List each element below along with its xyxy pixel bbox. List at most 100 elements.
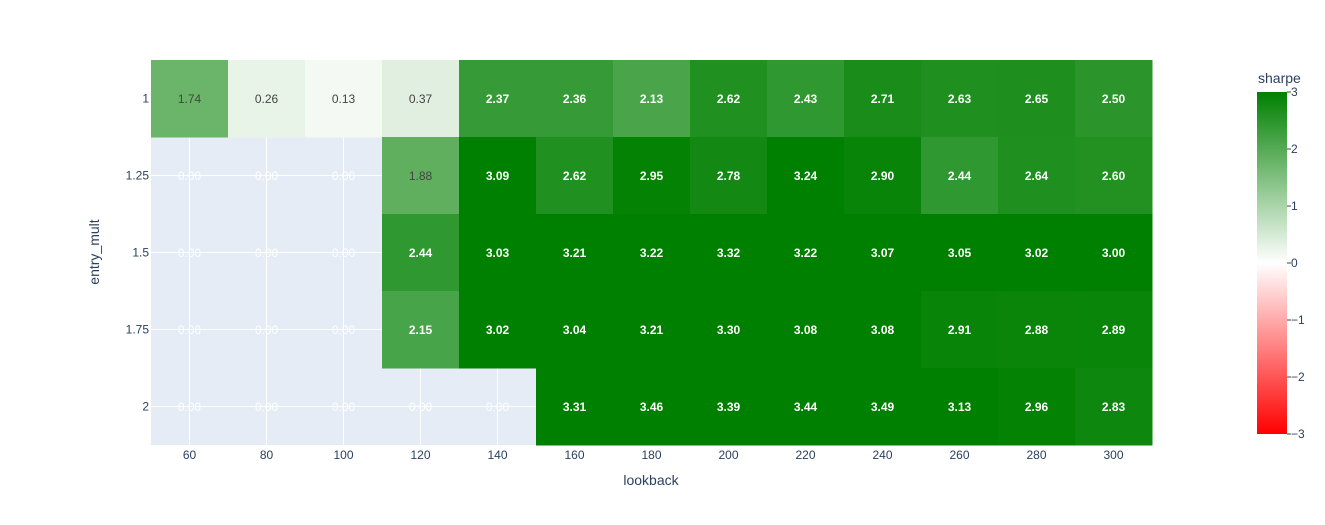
heatmap-cell — [767, 368, 845, 446]
heatmap-cell — [536, 291, 614, 369]
heatmap-cell — [613, 60, 691, 138]
heatmap-cell — [998, 214, 1076, 292]
cell-value-label: 2.63 — [948, 92, 972, 106]
heatmap-cell — [536, 214, 614, 292]
cell-value-label: 3.24 — [794, 169, 818, 183]
heatmap-cell — [690, 60, 768, 138]
cell-value-label: 0.00 — [332, 169, 356, 183]
cell-value-label: 0.00 — [178, 323, 202, 337]
cell-value-label: 2.89 — [1102, 323, 1126, 337]
colorbar-tick-label: −1 — [1291, 313, 1305, 327]
heatmap-cell — [228, 60, 306, 138]
cell-value-label: 0.00 — [255, 246, 279, 260]
heatmap-cell — [536, 60, 614, 138]
cell-value-label: 3.21 — [563, 246, 587, 260]
cell-value-label: 2.83 — [1102, 400, 1126, 414]
cell-value-label: 2.95 — [640, 169, 664, 183]
heatmap-cell — [459, 137, 537, 215]
heatmap-cell — [998, 291, 1076, 369]
x-tick-label: 300 — [1103, 448, 1123, 462]
cell-value-label: 3.08 — [871, 323, 895, 337]
y-tick-label: 1 — [142, 92, 149, 106]
heatmap-cell — [613, 291, 691, 369]
cell-value-label: 2.50 — [1102, 92, 1126, 106]
heatmap-cell — [536, 368, 614, 446]
cell-value-label: 2.60 — [1102, 169, 1126, 183]
cell-value-label: 3.46 — [640, 400, 664, 414]
y-tick-label: 1.25 — [126, 169, 150, 183]
cell-value-label: 3.49 — [871, 400, 895, 414]
cell-value-label: 2.65 — [1025, 92, 1049, 106]
cell-value-label: 3.39 — [717, 400, 741, 414]
cell-value-label: 3.30 — [717, 323, 741, 337]
x-tick-label: 260 — [949, 448, 969, 462]
heatmap-cell — [921, 137, 999, 215]
heatmap-cells — [151, 60, 1153, 446]
heatmap-cell — [767, 137, 845, 215]
heatmap-cell — [1075, 368, 1153, 446]
cell-value-label: 0.26 — [255, 92, 279, 106]
heatmap-cell — [921, 368, 999, 446]
heatmap-cell — [998, 368, 1076, 446]
heatmap-cell — [767, 291, 845, 369]
heatmap-cell — [844, 137, 922, 215]
cell-value-label: 3.21 — [640, 323, 664, 337]
heatmap-cell-labels: 1.74 0.26 0.13 0.37 2.37 2.36 2.13 2.62 2.43 2.71… — [178, 92, 1126, 414]
cell-value-label: 3.02 — [1025, 246, 1049, 260]
cell-value-label: 3.22 — [794, 246, 818, 260]
heatmap-cell — [459, 291, 537, 369]
x-tick-label: 180 — [641, 448, 661, 462]
x-tick-label: 140 — [487, 448, 507, 462]
cell-value-label: 3.07 — [871, 246, 895, 260]
cell-value-label: 2.44 — [409, 246, 433, 260]
cell-value-label: 0.00 — [409, 400, 433, 414]
x-tick-label: 100 — [333, 448, 353, 462]
heatmap-cell — [921, 60, 999, 138]
heatmap-cell — [767, 60, 845, 138]
cell-value-label: 0.00 — [332, 400, 356, 414]
cell-value-label: 0.00 — [255, 169, 279, 183]
heatmap-cell — [690, 214, 768, 292]
heatmap-cell — [844, 60, 922, 138]
colorbar: sharpe 3 2 1 0 −1 −2 −3 — [1257, 70, 1305, 441]
y-tick-label: 1.5 — [132, 246, 149, 260]
cell-value-label: 3.02 — [486, 323, 510, 337]
cell-value-label: 2.91 — [948, 323, 972, 337]
cell-value-label: 2.64 — [1025, 169, 1049, 183]
heatmap-cell — [998, 137, 1076, 215]
cell-value-label: 0.13 — [332, 92, 356, 106]
cell-value-label: 3.03 — [486, 246, 510, 260]
cell-value-label: 3.00 — [1102, 246, 1126, 260]
colorbar-tick-label: 3 — [1291, 85, 1298, 99]
x-tick-label: 200 — [718, 448, 738, 462]
x-tick-label: 120 — [410, 448, 430, 462]
cell-value-label: 3.09 — [486, 169, 510, 183]
heatmap-cell — [690, 368, 768, 446]
y-axis-ticks: 1 1.25 1.5 1.75 2 — [126, 92, 150, 414]
cell-value-label: 2.13 — [640, 92, 664, 106]
cell-value-label: 2.96 — [1025, 400, 1049, 414]
cell-value-label: 3.13 — [948, 400, 972, 414]
cell-value-label: 0.00 — [178, 169, 202, 183]
cell-value-label: 3.08 — [794, 323, 818, 337]
cell-value-label: 0.00 — [178, 400, 202, 414]
y-tick-label: 2 — [142, 400, 149, 414]
cell-value-label: 2.43 — [794, 92, 818, 106]
cell-value-label: 2.37 — [486, 92, 510, 106]
x-tick-label: 60 — [183, 448, 197, 462]
colorbar-tick-label: −3 — [1291, 427, 1305, 441]
cell-value-label: 3.32 — [717, 246, 741, 260]
heatmap-cell — [1075, 291, 1153, 369]
colorbar-tick-label: −2 — [1291, 370, 1305, 384]
heatmap-cell — [921, 291, 999, 369]
x-tick-label: 240 — [872, 448, 892, 462]
colorbar-tick-label: 2 — [1291, 142, 1298, 156]
cell-value-label: 0.00 — [255, 400, 279, 414]
heatmap-cell — [382, 60, 460, 138]
heatmap-cell — [305, 60, 383, 138]
heatmap-cell — [844, 368, 922, 446]
cell-value-label: 3.04 — [563, 323, 587, 337]
cell-value-label: 2.88 — [1025, 323, 1049, 337]
heatmap-cell — [459, 60, 537, 138]
